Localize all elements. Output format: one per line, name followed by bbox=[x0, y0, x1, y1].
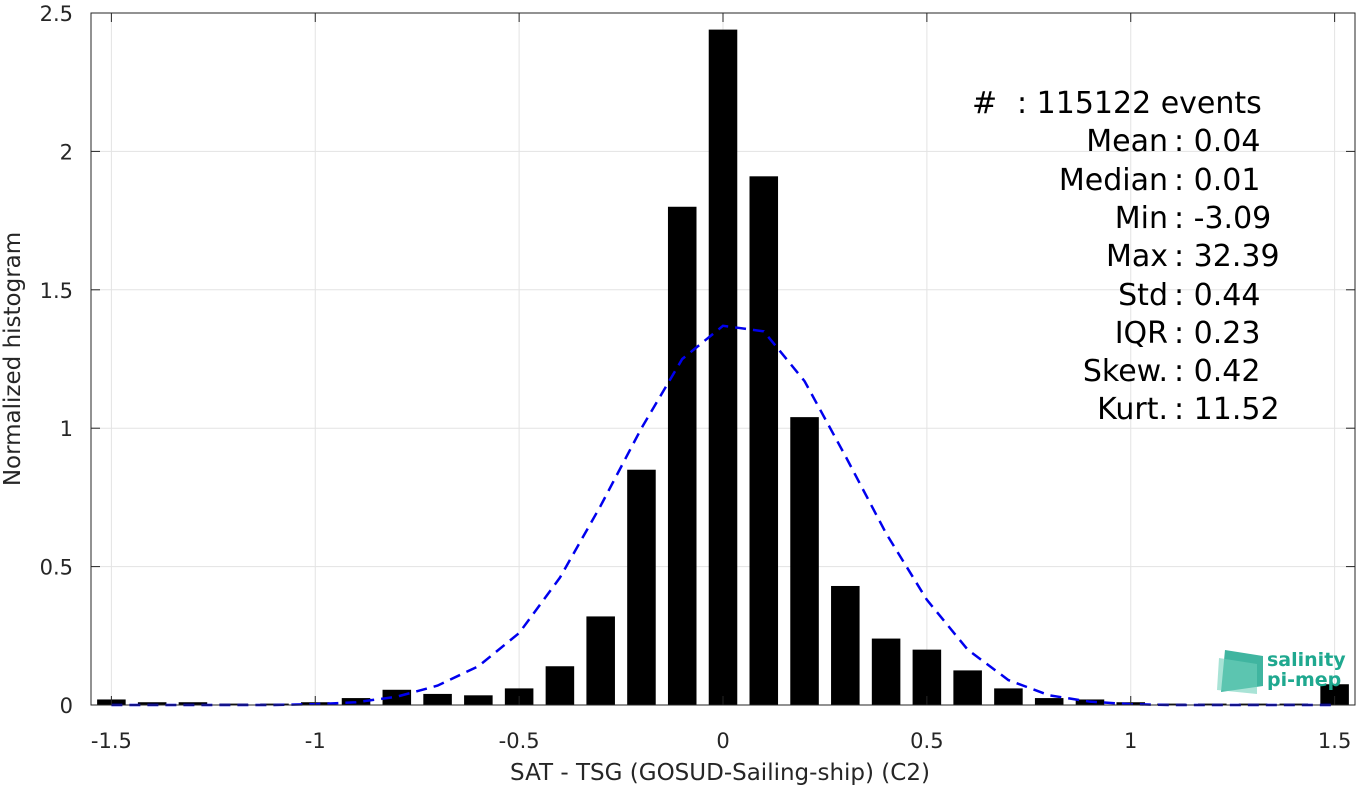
histogram-bar bbox=[1320, 684, 1349, 705]
y-tick-label: 2.5 bbox=[40, 2, 73, 26]
salinity-pi-mep-logo: salinity pi-mep bbox=[1217, 649, 1346, 694]
histogram-bar bbox=[545, 666, 575, 705]
histogram-bar bbox=[178, 702, 208, 705]
histogram-bar bbox=[749, 176, 779, 705]
stat-row: Median: 0.01 bbox=[1059, 163, 1261, 198]
stat-value: : 11.52 bbox=[1174, 392, 1280, 427]
stat-value: : 115122 events bbox=[1017, 86, 1262, 121]
stat-key: Mean bbox=[1086, 124, 1168, 159]
histogram-bar bbox=[1034, 698, 1064, 705]
stat-value: : 0.23 bbox=[1174, 316, 1260, 351]
x-axis-label: SAT - TSG (GOSUD-Sailing-ship) (C2) bbox=[510, 760, 930, 786]
stat-row: Kurt.: 11.52 bbox=[1097, 392, 1279, 427]
x-tick-label: -0.5 bbox=[499, 729, 540, 753]
x-tick-label: -1.5 bbox=[91, 729, 132, 753]
x-tick-label: 1 bbox=[1124, 729, 1137, 753]
stat-value: : 0.04 bbox=[1174, 124, 1260, 159]
histogram-bar bbox=[831, 585, 860, 705]
x-axis-ticks: -1.5 -1 -0.5 0 0.5 1 1.5 bbox=[91, 13, 1351, 753]
stat-row: Skew.: 0.42 bbox=[1083, 354, 1261, 389]
histogram-bar bbox=[994, 688, 1023, 705]
histogram-bar bbox=[586, 616, 615, 705]
histogram-bar bbox=[464, 695, 493, 705]
y-tick-label: 1 bbox=[60, 417, 73, 441]
stat-value: : 0.44 bbox=[1174, 278, 1260, 313]
histogram-bars bbox=[97, 29, 1349, 706]
y-tick-label: 0.5 bbox=[40, 556, 73, 580]
logo-line1: salinity bbox=[1267, 649, 1346, 671]
stat-row: Min: -3.09 bbox=[1115, 201, 1272, 236]
x-tick-label: 0 bbox=[716, 729, 729, 753]
stat-key: IQR bbox=[1115, 316, 1168, 351]
histogram-bar bbox=[667, 206, 697, 705]
stat-value: : 0.01 bbox=[1174, 163, 1260, 198]
histogram-bar bbox=[708, 29, 738, 706]
histogram-bar bbox=[953, 670, 982, 705]
histogram-bar bbox=[912, 649, 942, 705]
logo-line2: pi-mep bbox=[1267, 669, 1341, 691]
y-axis-ticks: 0 0.5 1 1.5 2 2.5 bbox=[40, 2, 1355, 718]
x-tick-label: 1.5 bbox=[1318, 729, 1351, 753]
logo-wave-icon-back bbox=[1217, 658, 1257, 694]
stat-value: : 0.42 bbox=[1174, 354, 1260, 389]
histogram-bar bbox=[137, 702, 167, 705]
histogram-bar bbox=[627, 469, 656, 705]
histogram-bar bbox=[871, 638, 901, 705]
stat-key: Kurt. bbox=[1097, 392, 1168, 427]
stat-key: Max bbox=[1106, 239, 1168, 274]
stat-value: : 32.39 bbox=[1174, 239, 1280, 274]
histogram-bar bbox=[790, 417, 819, 705]
x-tick-label: 0.5 bbox=[910, 729, 943, 753]
stat-row: Mean: 0.04 bbox=[1086, 124, 1260, 159]
stat-key: Std bbox=[1118, 278, 1168, 313]
stat-key: Min bbox=[1115, 201, 1168, 236]
y-tick-label: 1.5 bbox=[40, 279, 73, 303]
stat-row: Max: 32.39 bbox=[1106, 239, 1280, 274]
stat-key: Skew. bbox=[1083, 354, 1168, 389]
histogram-bar bbox=[1157, 703, 1186, 705]
stat-row: # : 115122 events bbox=[972, 86, 1262, 121]
y-tick-label: 0 bbox=[60, 694, 73, 718]
histogram-bar bbox=[423, 693, 452, 705]
x-tick-label: -1 bbox=[305, 729, 326, 753]
stat-value: : -3.09 bbox=[1174, 201, 1271, 236]
stat-key: Median bbox=[1059, 163, 1168, 198]
stat-row: IQR: 0.23 bbox=[1115, 316, 1261, 351]
histogram-bar bbox=[219, 703, 248, 705]
stat-row: Std: 0.44 bbox=[1118, 278, 1260, 313]
y-tick-label: 2 bbox=[60, 140, 73, 164]
y-axis-label: Normalized histogram bbox=[0, 232, 26, 486]
stat-key: # bbox=[972, 86, 997, 121]
